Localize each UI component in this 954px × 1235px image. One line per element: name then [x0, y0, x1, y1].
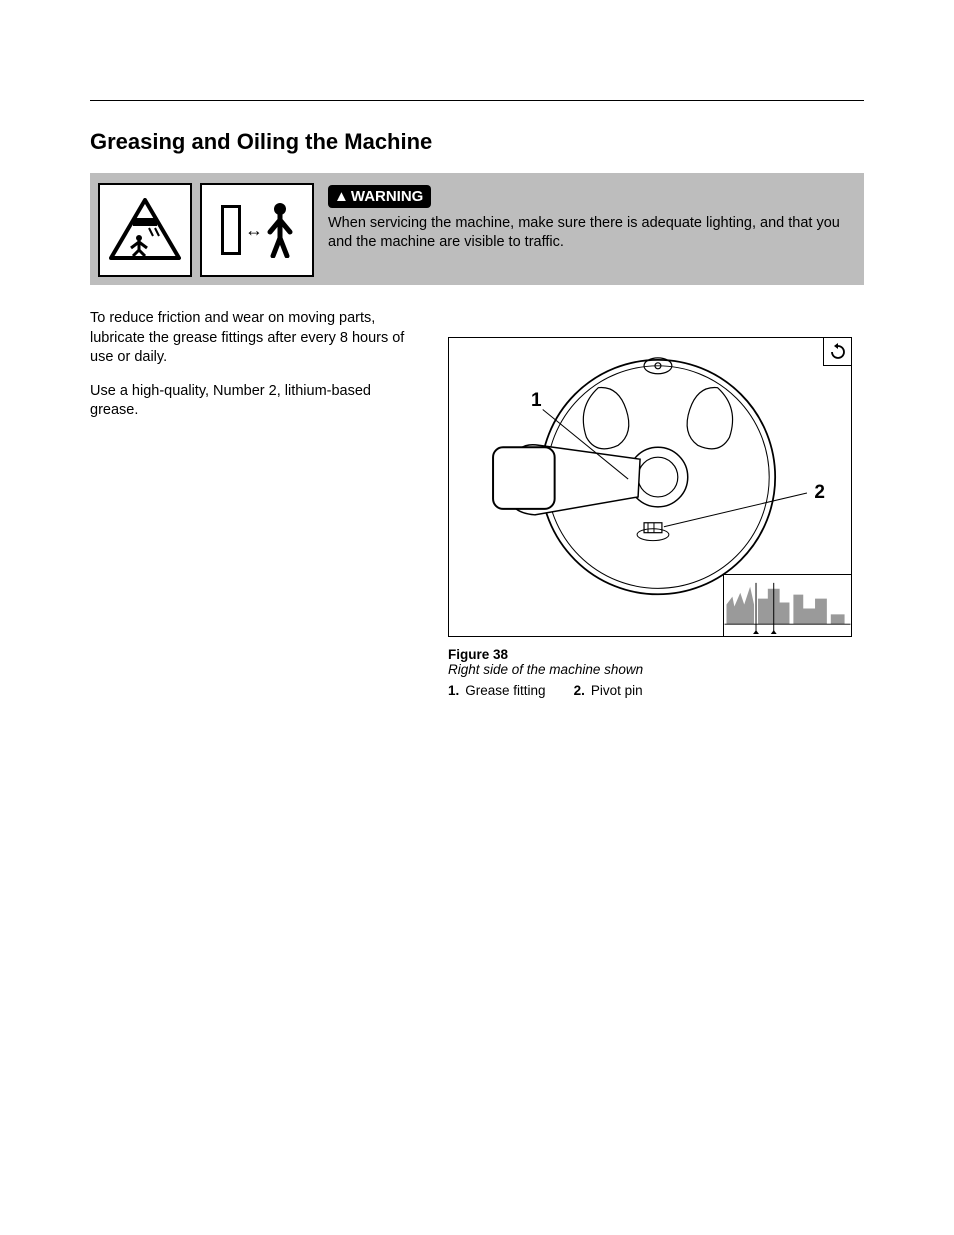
hazard-icon-distance: ↔ [200, 183, 314, 277]
figure-legend: 1. Grease fitting 2. Pivot pin [448, 683, 852, 698]
warning-banner: ↔ ▲WARNING When servicing the machine, m… [90, 173, 864, 285]
section-title: Greasing and Oiling the Machine [90, 129, 864, 155]
body-paragraph-1: To reduce friction and wear on moving pa… [90, 309, 420, 368]
person-icon [267, 202, 293, 258]
warning-label-text: WARNING [351, 188, 424, 205]
figure-number: Figure 38 [448, 647, 508, 662]
legend-item: 1. Grease fitting [448, 683, 546, 698]
legend-item: 2. Pivot pin [574, 683, 643, 698]
figure-caption-sub: Right side of the machine shown [448, 662, 643, 677]
figure-frame: 1 2 [448, 337, 852, 637]
door-icon [221, 205, 241, 255]
legend-text-2: Pivot pin [591, 683, 643, 698]
double-arrow-icon: ↔ [245, 221, 263, 239]
legend-num-1: 1. [448, 683, 459, 698]
figure-inset [723, 574, 851, 636]
figure-caption: Figure 38 Right side of the machine show… [448, 647, 852, 677]
top-divider [90, 100, 864, 101]
warning-badge: ▲WARNING [328, 185, 431, 208]
figure-callout-1: 1 [531, 390, 542, 412]
legend-text-1: Grease fitting [465, 683, 545, 698]
warning-triangle-icon: ▲ [334, 188, 349, 205]
figure-rotate-icon [823, 338, 851, 366]
hazard-icon-crush [98, 183, 192, 277]
figure-callout-2: 2 [814, 482, 825, 504]
body-paragraph-2: Use a high-quality, Number 2, lithium-ba… [90, 382, 420, 421]
warning-message: When servicing the machine, make sure th… [328, 214, 856, 252]
legend-num-2: 2. [574, 683, 585, 698]
